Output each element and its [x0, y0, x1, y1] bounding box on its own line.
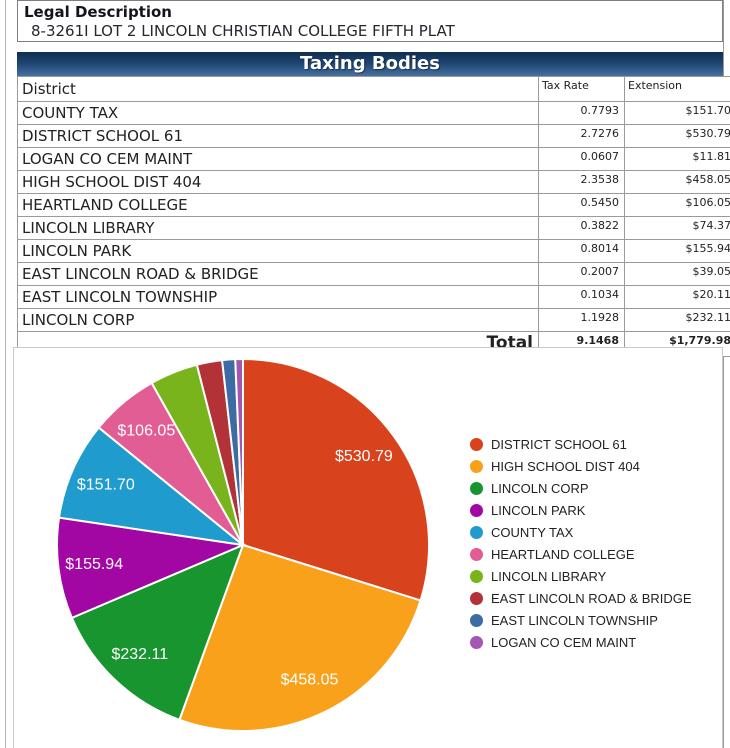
- pie-slice-label: $155.94: [65, 556, 123, 573]
- left-frame-border: [5, 0, 6, 748]
- district-cell: DISTRICT SCHOOL 61: [17, 124, 539, 148]
- column-header-extension: Extension: [624, 76, 730, 102]
- legend-item: HEARTLAND COLLEGE: [470, 543, 692, 565]
- district-cell: LINCOLN LIBRARY: [17, 216, 539, 240]
- tax-rate-cell: 2.3538: [538, 170, 625, 194]
- legend-item: EAST LINCOLN ROAD & BRIDGE: [470, 587, 692, 609]
- extension-cell: $151.70: [624, 101, 730, 125]
- legend-swatch-icon: [470, 613, 483, 627]
- legal-description-title: Legal Description: [24, 3, 172, 21]
- tax-distribution-chart-section: $530.79 $458.05 $232.11 $155.94 $151.70 $106.…: [13, 347, 723, 748]
- pie-slice-label: $151.70: [77, 476, 135, 493]
- tax-rate-cell: 0.3822: [538, 216, 625, 240]
- district-cell: EAST LINCOLN ROAD & BRIDGE: [17, 262, 539, 286]
- right-frame-border: [723, 0, 724, 748]
- pie-slice: [70, 543, 245, 722]
- table-header-row: District Tax Rate Extension: [17, 76, 730, 102]
- pie-slice-label: $530.79: [335, 448, 393, 465]
- legend-item: EAST LINCOLN TOWNSHIP: [470, 609, 692, 631]
- tax-rate-cell: 1.1928: [538, 308, 625, 332]
- table-row: LOGAN CO CEM MAINT 0.0607 $11.81: [17, 147, 730, 171]
- district-cell: LOGAN CO CEM MAINT: [17, 147, 539, 171]
- legend-item: LOGAN CO CEM MAINT: [470, 631, 692, 653]
- legend-item: LINCOLN PARK: [470, 499, 692, 521]
- extension-cell: $39.05: [624, 262, 730, 286]
- pie-chart: $530.79 $458.05 $232.11 $155.94 $151.70 $106.…: [56, 357, 431, 732]
- district-cell: LINCOLN CORP: [17, 308, 539, 332]
- legend-swatch-icon: [470, 503, 483, 517]
- extension-cell: $106.05: [624, 193, 730, 217]
- legend-swatch-icon: [470, 569, 483, 583]
- legend-swatch-icon: [470, 437, 483, 451]
- tax-rate-cell: 0.1034: [538, 285, 625, 309]
- chart-legend: DISTRICT SCHOOL 61 HIGH SCHOOL DIST 404 LI…: [470, 433, 692, 653]
- legend-swatch-icon: [470, 635, 483, 649]
- extension-cell: $11.81: [624, 147, 730, 171]
- extension-cell: $20.11: [624, 285, 730, 309]
- legal-description-section: Legal Description 8-3261I LOT 2 LINCOLN …: [17, 0, 723, 42]
- table-row: LINCOLN PARK 0.8014 $155.94: [17, 239, 730, 263]
- pie-slice: [57, 426, 247, 547]
- tax-rate-cell: 2.7276: [538, 124, 625, 148]
- legend-label: LINCOLN CORP: [491, 480, 589, 496]
- legend-item: DISTRICT SCHOOL 61: [470, 433, 692, 455]
- taxing-bodies-table: District Tax Rate Extension COUNTY TAX 0.…: [17, 76, 730, 357]
- legend-label: LINCOLN LIBRARY: [491, 568, 607, 584]
- table-row: EAST LINCOLN ROAD & BRIDGE 0.2007 $39.05: [17, 262, 730, 286]
- pie-slice: [56, 516, 247, 620]
- legend-label: HEARTLAND COLLEGE: [491, 546, 635, 562]
- tax-rate-cell: 0.5450: [538, 193, 625, 217]
- district-cell: HEARTLAND COLLEGE: [17, 193, 539, 217]
- district-cell: HIGH SCHOOL DIST 404: [17, 170, 539, 194]
- district-cell: EAST LINCOLN TOWNSHIP: [17, 285, 539, 309]
- legend-label: HIGH SCHOOL DIST 404: [491, 458, 640, 474]
- legend-swatch-icon: [470, 459, 483, 473]
- extension-cell: $74.37: [624, 216, 730, 240]
- extension-cell: $530.79: [624, 124, 730, 148]
- tax-rate-cell: 0.7793: [538, 101, 625, 125]
- pie-slice-label: $458.05: [281, 671, 339, 688]
- legend-swatch-icon: [470, 481, 483, 495]
- table-row: COUNTY TAX 0.7793 $151.70: [17, 101, 730, 125]
- legend-item: HIGH SCHOOL DIST 404: [470, 455, 692, 477]
- legend-label: DISTRICT SCHOOL 61: [491, 436, 627, 452]
- table-row: DISTRICT SCHOOL 61 2.7276 $530.79: [17, 124, 730, 148]
- table-row: LINCOLN CORP 1.1928 $232.11: [17, 308, 730, 332]
- legend-item: COUNTY TAX: [470, 521, 692, 543]
- tax-rate-cell: 0.0607: [538, 147, 625, 171]
- table-row: EAST LINCOLN TOWNSHIP 0.1034 $20.11: [17, 285, 730, 309]
- column-header-district: District: [17, 76, 539, 102]
- extension-cell: $232.11: [624, 308, 730, 332]
- pie-slice-label: $106.05: [117, 422, 175, 439]
- legend-swatch-icon: [470, 547, 483, 561]
- legend-label: LOGAN CO CEM MAINT: [491, 634, 637, 650]
- pie-slice: [178, 543, 422, 732]
- legend-label: LINCOLN PARK: [491, 502, 586, 518]
- extension-cell: $458.05: [624, 170, 730, 194]
- legend-label: EAST LINCOLN ROAD & BRIDGE: [491, 590, 692, 606]
- legend-swatch-icon: [470, 591, 483, 605]
- legend-label: COUNTY TAX: [491, 524, 574, 540]
- table-body: COUNTY TAX 0.7793 $151.70 DISTRICT SCHOOL 6…: [17, 101, 730, 332]
- pie-slice-label: $232.11: [111, 646, 168, 663]
- extension-cell: $155.94: [624, 239, 730, 263]
- legal-description-value: 8-3261I LOT 2 LINCOLN CHRISTIAN COLLEGE …: [31, 22, 455, 40]
- table-row: HEARTLAND COLLEGE 0.5450 $106.05: [17, 193, 730, 217]
- district-cell: LINCOLN PARK: [17, 239, 539, 263]
- tax-rate-cell: 0.2007: [538, 262, 625, 286]
- legend-swatch-icon: [470, 525, 483, 539]
- taxing-bodies-header-bar: Taxing Bodies: [17, 52, 723, 76]
- legend-label: EAST LINCOLN TOWNSHIP: [491, 612, 658, 628]
- taxing-bodies-title: Taxing Bodies: [300, 53, 440, 74]
- tax-rate-cell: 0.8014: [538, 239, 625, 263]
- column-header-tax-rate: Tax Rate: [538, 76, 625, 102]
- legend-item: LINCOLN CORP: [470, 477, 692, 499]
- table-row: HIGH SCHOOL DIST 404 2.3538 $458.05: [17, 170, 730, 194]
- legend-item: LINCOLN LIBRARY: [470, 565, 692, 587]
- pie-slice: [242, 357, 431, 602]
- pie-slice: [234, 357, 244, 546]
- table-row: LINCOLN LIBRARY 0.3822 $74.37: [17, 216, 730, 240]
- district-cell: COUNTY TAX: [17, 101, 539, 125]
